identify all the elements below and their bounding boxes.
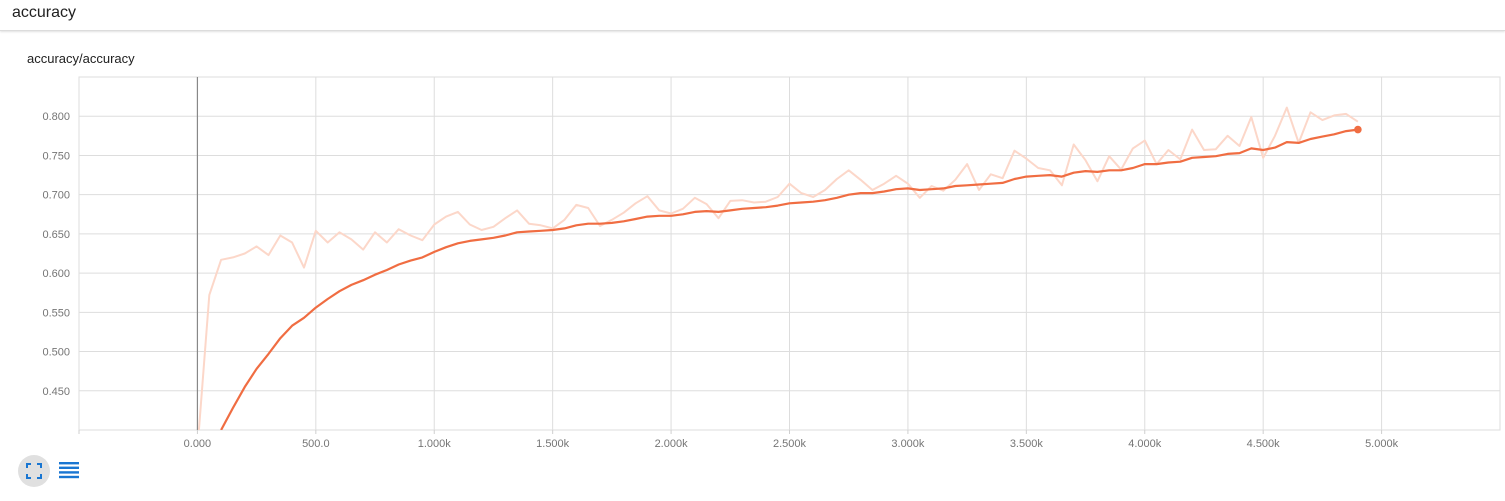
x-tick-label: 3.000k (891, 438, 925, 450)
y-tick-label: 0.500 (42, 347, 70, 359)
x-tick-label: 2.500k (773, 438, 807, 450)
y-tick-label: 0.650 (42, 229, 70, 241)
list-icon (59, 462, 79, 479)
y-tick-label: 0.550 (42, 307, 70, 319)
x-axis-ticks: 0.000 500.0 1.000k 1.500k 2.000k 2.500k 3.000k… (184, 438, 1399, 450)
smoothed-series-line (220, 128, 1359, 430)
y-tick-label: 0.450 (42, 386, 70, 398)
chart-grid (78, 76, 1501, 434)
y-axis-ticks: 0.450 0.500 0.550 0.600 0.650 0.700 0.750 0.800 (42, 111, 70, 398)
fullscreen-icon (26, 463, 42, 479)
x-tick-label: 5.000k (1365, 438, 1399, 450)
y-tick-label: 0.800 (42, 111, 70, 123)
x-tick-label: 1.000k (418, 438, 452, 450)
x-tick-label: 4.000k (1128, 438, 1162, 450)
toggle-data-button[interactable] (57, 457, 83, 483)
y-tick-label: 0.600 (42, 268, 70, 280)
series-last-point (1354, 125, 1362, 134)
section-title: accuracy (12, 4, 77, 21)
y-tick-label: 0.700 (42, 190, 70, 202)
x-tick-label: 3.500k (1010, 438, 1044, 450)
chart-series (197, 106, 1362, 430)
x-tick-label: 0.000 (184, 438, 212, 450)
x-tick-label: 2.000k (655, 438, 689, 450)
line-chart[interactable]: 0.450 0.500 0.550 0.600 0.650 0.700 0.750 0.800… (0, 0, 1505, 450)
x-tick-label: 1.500k (536, 438, 570, 450)
x-tick-label: 4.500k (1247, 438, 1281, 450)
section-header[interactable]: accuracy (0, 0, 1505, 31)
raw-series-line (197, 106, 1359, 430)
chart-title: accuracy/accuracy (27, 51, 135, 66)
x-tick-label: 500.0 (302, 438, 330, 450)
y-tick-label: 0.750 (42, 150, 70, 162)
expand-chart-button[interactable] (18, 455, 50, 487)
